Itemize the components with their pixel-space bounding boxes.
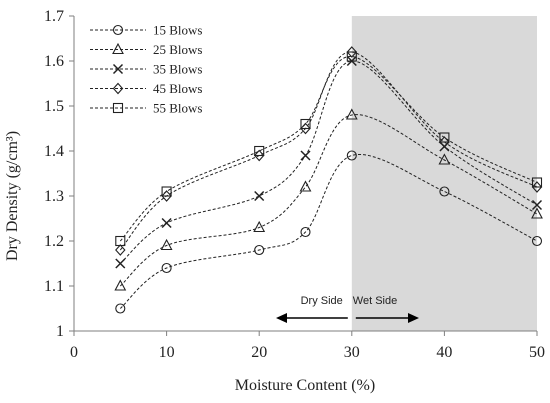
- legend-marker: [112, 63, 124, 75]
- data-point: [346, 150, 357, 161]
- data-point: [300, 118, 311, 130]
- data-point: [161, 186, 172, 197]
- x-axis-label: Moisture Content (%): [235, 377, 375, 394]
- data-point: [115, 303, 126, 314]
- x-tick-label: 10: [159, 344, 175, 361]
- wet-side-arrowhead: [408, 313, 419, 323]
- legend-marker: [112, 24, 124, 36]
- data-point: [346, 46, 358, 58]
- data-point: [300, 226, 311, 238]
- x-tick-label: 40: [436, 344, 452, 361]
- x-tick-label: 50: [529, 344, 545, 361]
- data-point: [161, 262, 172, 274]
- y-tick-label: 1.5: [44, 98, 64, 115]
- data-point: [114, 279, 127, 291]
- data-point: [115, 244, 126, 256]
- data-point: [254, 190, 265, 202]
- data-point: [115, 258, 126, 269]
- y-tick-label: 1.4: [44, 143, 64, 160]
- legend-marker: [112, 42, 124, 55]
- data-point: [253, 149, 265, 162]
- data-point: [345, 108, 358, 120]
- side-annotations: Dry Side Wet Side: [276, 295, 419, 323]
- data-point: [254, 145, 265, 157]
- dry-side-arrowhead: [276, 313, 287, 323]
- data-point: [300, 122, 311, 135]
- legend-box: [84, 21, 216, 122]
- data-point: [438, 153, 451, 165]
- series-curves: [114, 46, 543, 314]
- legend-label: 55 Blows: [153, 101, 202, 116]
- y-tick-label: 1.7: [44, 8, 64, 25]
- data-point: [531, 177, 543, 188]
- series-line: [119, 55, 538, 242]
- data-point: [254, 244, 265, 256]
- y-tick-label: 1.2: [44, 233, 64, 250]
- data-point: [439, 136, 450, 148]
- legend: 15 Blows 25 Blows 35 Blows 45 Blows 55 Blows: [84, 21, 216, 122]
- x-tick-label: 20: [251, 344, 267, 361]
- data-point: [439, 132, 450, 143]
- data-point: [531, 199, 543, 211]
- data-point: [346, 51, 357, 62]
- data-point: [439, 186, 450, 197]
- axes: 0 10 20 30 40 50 1 1.1 1.2 1.3 1.4 1.5 1.6 1.7: [44, 8, 545, 361]
- data-point: [299, 180, 312, 192]
- series-line: [119, 114, 538, 287]
- data-point: [160, 238, 173, 251]
- legend-label: 15 Blows: [153, 23, 202, 38]
- y-axis-label: Dry Density (g/cm³): [4, 131, 21, 261]
- x-tick-label: 0: [70, 344, 78, 361]
- data-point: [253, 220, 266, 233]
- legend-marker: [112, 82, 124, 95]
- series-25-blows: [114, 108, 543, 291]
- data-point: [300, 150, 311, 161]
- legend-label: 35 Blows: [153, 62, 202, 77]
- legend-label: 45 Blows: [153, 81, 202, 96]
- dry-side-label: Dry Side: [301, 295, 343, 307]
- data-point: [161, 217, 172, 229]
- series-15-blows: [115, 150, 543, 314]
- data-point: [531, 235, 543, 247]
- wet-side-label: Wet Side: [353, 295, 397, 307]
- y-tick-label: 1: [56, 323, 64, 340]
- data-point: [531, 181, 543, 193]
- y-tick-label: 1.3: [44, 188, 64, 205]
- y-tick-label: 1.1: [44, 278, 64, 295]
- data-point: [115, 235, 126, 247]
- legend-label: 25 Blows: [153, 42, 202, 57]
- data-point: [161, 190, 172, 202]
- x-tick-label: 30: [344, 344, 360, 361]
- wet-side-region: [351, 16, 537, 331]
- data-point: [531, 207, 543, 219]
- series-55-blows: [115, 51, 543, 247]
- y-tick-label: 1.6: [44, 53, 64, 70]
- series-line: [119, 153, 538, 309]
- legend-marker: [112, 102, 124, 114]
